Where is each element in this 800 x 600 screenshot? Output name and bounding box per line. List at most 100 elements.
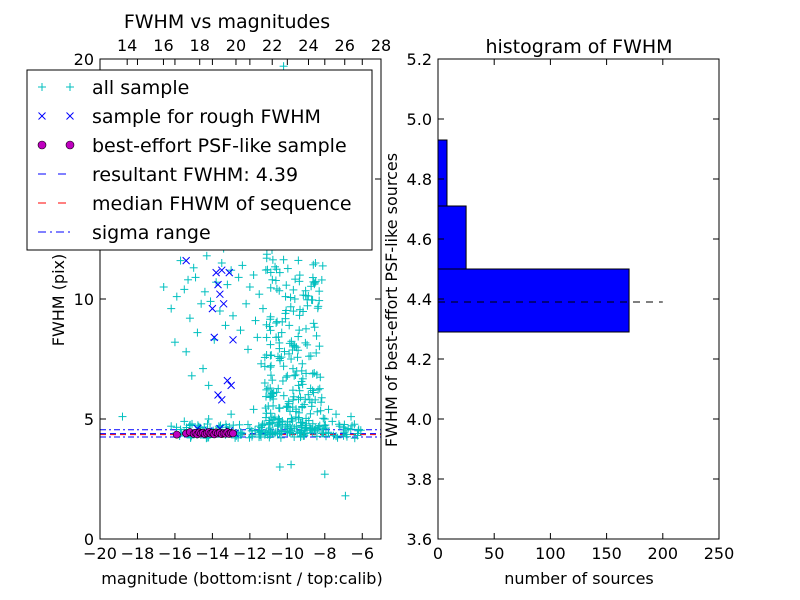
all-sample-point bbox=[279, 391, 288, 400]
all-sample-point bbox=[269, 401, 278, 410]
legend-label: sample for rough FWHM bbox=[92, 106, 321, 128]
rough-sample-point bbox=[208, 304, 217, 313]
legend-entry: sigma range bbox=[38, 222, 211, 244]
all-sample-point bbox=[313, 304, 322, 313]
all-sample-point bbox=[304, 352, 313, 361]
all-sample-point bbox=[278, 377, 287, 386]
histogram-ytick-label: 3.8 bbox=[407, 470, 432, 489]
all-sample-point bbox=[335, 422, 344, 431]
all-sample-point bbox=[315, 384, 324, 393]
all-sample-point bbox=[253, 333, 262, 342]
legend-marker-x bbox=[66, 112, 74, 120]
histogram-ytick-label: 4.2 bbox=[407, 350, 432, 369]
rough-sample-point bbox=[219, 299, 228, 308]
all-sample-point bbox=[308, 296, 317, 305]
rough-sample-point bbox=[214, 280, 222, 289]
all-sample-point bbox=[320, 415, 329, 423]
all-sample-point bbox=[298, 402, 307, 411]
all-sample-point bbox=[278, 317, 287, 326]
psf-sample-point bbox=[172, 430, 181, 439]
all-sample-point bbox=[295, 326, 304, 335]
legend-entry: resultant FWHM: 4.39 bbox=[38, 164, 298, 186]
all-sample-point bbox=[295, 311, 304, 320]
cross-b bbox=[216, 290, 224, 299]
all-sample-point bbox=[266, 283, 275, 292]
all-sample-point bbox=[294, 381, 303, 390]
all-sample-point bbox=[289, 395, 298, 404]
all-sample-point bbox=[279, 362, 288, 371]
all-sample-point bbox=[204, 381, 213, 390]
all-sample-point bbox=[306, 409, 315, 418]
all-sample-point bbox=[282, 281, 291, 290]
scatter-ytick-label: 20 bbox=[74, 50, 94, 69]
all-sample-point bbox=[289, 307, 298, 316]
all-sample-point bbox=[309, 319, 318, 328]
all-sample-point bbox=[167, 304, 176, 313]
scatter-top-xtick-label: 26 bbox=[335, 36, 355, 55]
all-sample-point bbox=[340, 420, 349, 429]
histogram-title: histogram of FWHM bbox=[485, 36, 672, 58]
all-sample-point bbox=[312, 331, 321, 340]
all-sample-point bbox=[268, 429, 277, 438]
all-sample-point bbox=[272, 319, 281, 327]
scatter-top-xtick-label: 16 bbox=[153, 36, 173, 55]
rough-sample-point bbox=[223, 376, 232, 385]
all-sample-point bbox=[316, 373, 325, 382]
all-sample-point bbox=[301, 395, 310, 404]
all-sample-point bbox=[290, 295, 299, 303]
scatter-panel: FWHM vs magnitudes magnitude (bottom:isn… bbox=[49, 11, 391, 588]
all-sample-point bbox=[258, 304, 267, 313]
all-sample-point bbox=[276, 426, 285, 435]
histogram-xtick-label: 50 bbox=[484, 544, 504, 563]
all-sample-point bbox=[283, 371, 292, 380]
cross-b bbox=[212, 268, 221, 277]
all-sample-point bbox=[185, 314, 194, 323]
scatter-top-xtick-label: 20 bbox=[226, 36, 246, 55]
histogram-ytick-label: 3.6 bbox=[407, 530, 432, 549]
all-sample-point bbox=[266, 363, 275, 372]
all-sample-point bbox=[229, 311, 238, 320]
all-sample-point bbox=[293, 353, 302, 362]
all-sample-point bbox=[263, 430, 272, 439]
all-sample-point bbox=[159, 283, 168, 291]
all-sample-point bbox=[118, 412, 127, 421]
histogram-ylabel: FWHM of best-effort PSF-like sources bbox=[382, 153, 401, 447]
all-sample-point bbox=[304, 390, 313, 399]
all-sample-point bbox=[193, 328, 202, 337]
all-sample-point bbox=[317, 398, 326, 407]
all-sample-point bbox=[266, 351, 275, 360]
all-sample-point bbox=[299, 291, 308, 300]
all-sample-point bbox=[277, 353, 286, 362]
cross-b bbox=[217, 395, 226, 404]
all-sample-point bbox=[266, 391, 275, 400]
all-sample-point bbox=[291, 275, 300, 284]
scatter-xtick-label: −12 bbox=[233, 544, 267, 563]
all-sample-point bbox=[310, 369, 319, 378]
cross-b bbox=[214, 391, 222, 399]
histogram-axes-frame bbox=[437, 58, 720, 540]
all-sample-point bbox=[328, 417, 337, 426]
all-sample-point bbox=[294, 256, 303, 265]
all-sample-point bbox=[308, 428, 317, 437]
all-sample-point bbox=[66, 83, 74, 91]
all-sample-point bbox=[285, 421, 294, 430]
all-sample-point bbox=[282, 373, 291, 382]
scatter-xtick-label: −20 bbox=[83, 544, 117, 563]
histogram-bar bbox=[437, 268, 630, 333]
histogram-xtick-label: 100 bbox=[535, 544, 566, 563]
histogram-panel: histogram of FWHM number of sources FWHM… bbox=[382, 36, 734, 588]
psf-sample-point bbox=[229, 429, 237, 438]
all-sample-point bbox=[268, 376, 277, 385]
all-sample-point bbox=[305, 424, 314, 433]
histogram-bar bbox=[437, 205, 467, 270]
all-sample-point bbox=[243, 420, 252, 429]
legend-entry: sample for rough FWHM bbox=[38, 106, 321, 128]
all-sample-point bbox=[347, 412, 356, 421]
all-sample-point bbox=[277, 328, 286, 337]
all-sample-point bbox=[182, 347, 191, 356]
legend-frame bbox=[26, 69, 373, 251]
all-sample-point bbox=[180, 417, 189, 426]
all-sample-point bbox=[317, 393, 326, 402]
rough-sample-point bbox=[227, 381, 235, 390]
